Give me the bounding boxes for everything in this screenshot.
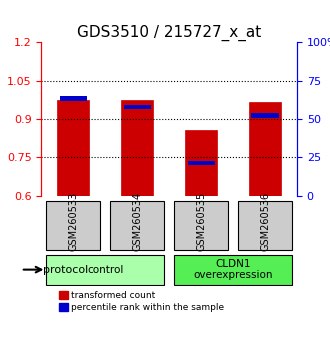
Bar [249,102,281,195]
FancyBboxPatch shape [238,201,292,250]
Text: GSM260536: GSM260536 [260,192,270,251]
Text: GSM260535: GSM260535 [196,192,206,251]
Bar [57,100,89,195]
Bar [121,100,153,195]
FancyBboxPatch shape [46,255,164,285]
Bar [187,161,215,165]
Text: GSM260533: GSM260533 [68,192,78,251]
FancyBboxPatch shape [46,201,100,250]
Bar [60,96,87,101]
Title: GDS3510 / 215727_x_at: GDS3510 / 215727_x_at [77,25,261,41]
Bar [251,113,279,118]
FancyBboxPatch shape [174,255,292,285]
Text: protocol: protocol [43,265,88,275]
Text: GSM260534: GSM260534 [132,192,142,251]
Legend: transformed count, percentile rank within the sample: transformed count, percentile rank withi… [58,291,224,312]
FancyBboxPatch shape [110,201,164,250]
FancyBboxPatch shape [174,201,228,250]
Bar [123,105,151,109]
Bar [185,131,217,195]
Text: CLDN1
overexpression: CLDN1 overexpression [193,259,273,280]
Text: control: control [87,265,123,275]
